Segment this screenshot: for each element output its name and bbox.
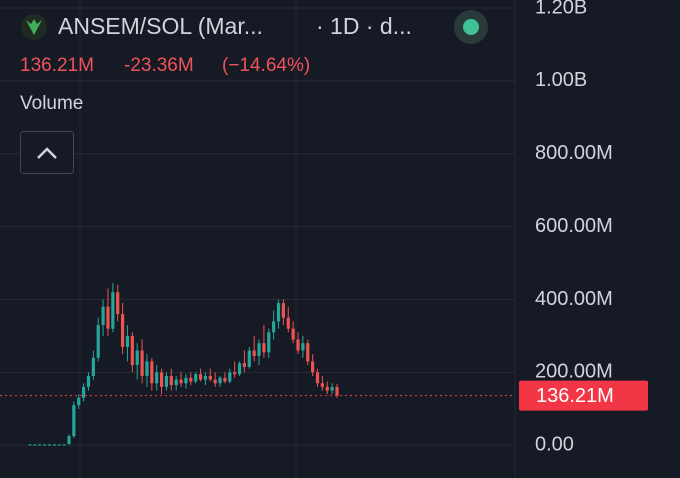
candle-body [233, 372, 237, 375]
candle-body [228, 372, 232, 382]
candle-body [276, 303, 281, 322]
candle-body [335, 387, 339, 396]
candle-body [164, 375, 169, 387]
indicator-name: Volume [20, 93, 83, 114]
symbol-icon-glyph [26, 19, 42, 35]
candle-body [135, 350, 139, 366]
candle-body [320, 383, 324, 387]
candle-body [325, 386, 329, 391]
candle-body [237, 363, 242, 375]
candle-body [194, 374, 198, 382]
candle-body [28, 444, 32, 446]
candle-body [262, 343, 266, 353]
price-label: 136.21M [536, 385, 614, 407]
candle-body [96, 324, 100, 358]
candle-body [174, 379, 178, 386]
candle-body [91, 357, 95, 376]
candle-body [155, 372, 159, 384]
candle-body [252, 350, 256, 356]
y-tick-label: 1.00B [535, 69, 587, 91]
price-label-box [519, 380, 648, 411]
interval: · 1D · d... [316, 13, 412, 39]
candle-body [179, 379, 183, 384]
candle-body [267, 332, 271, 353]
candle-body [120, 314, 125, 347]
legend-header: ANSEM/SOL (Mar... · 1D · d... 136.21M -2… [20, 10, 488, 174]
candle-body [72, 405, 76, 437]
y-tick-label: 800.00M [535, 142, 613, 164]
candle-body [57, 444, 61, 446]
y-tick-label: 0.00 [535, 433, 574, 455]
chevron-icon [37, 147, 57, 159]
candle-body [33, 444, 37, 446]
status-dot [463, 19, 479, 35]
candle-body [218, 377, 222, 384]
candle-body [47, 444, 52, 446]
candle-body [311, 361, 315, 373]
candle-body [291, 328, 295, 340]
candle-body [208, 375, 212, 380]
symbol: ANSEM/SOL (Mar... [58, 13, 263, 39]
candle-body [184, 377, 188, 384]
candle-body [301, 343, 305, 351]
candle-body [169, 375, 173, 386]
candle-body [38, 444, 42, 446]
candle-body [101, 306, 105, 325]
candle-body [125, 335, 130, 347]
candle-body [257, 343, 261, 356]
candle-body [82, 386, 86, 398]
candle-body [242, 363, 247, 367]
candle-body [198, 374, 203, 380]
candle-body [281, 303, 285, 318]
candle-body [159, 372, 164, 387]
candle-body [247, 350, 251, 367]
change-pct: (−14.64%) [222, 55, 310, 76]
candle-body [286, 317, 290, 329]
y-tick-label: 1.20B [535, 0, 587, 18]
candle-body [111, 292, 115, 329]
candle-body [272, 321, 276, 333]
candle-body [130, 335, 134, 366]
candle-body [116, 292, 120, 315]
y-tick-label: 200.00M [535, 361, 613, 383]
change: -23.36M [124, 55, 194, 76]
candle-body [43, 444, 47, 446]
candle-body [106, 306, 110, 329]
candle-body [67, 436, 71, 445]
candle-body [140, 350, 144, 376]
candle-body [213, 379, 217, 384]
candle-body [330, 387, 334, 391]
candle-body [315, 372, 320, 384]
candle-body [77, 397, 81, 406]
plot: 0.00 200.00M 400.00M 600.00M 800.00M 1.00B 1.2… [0, 0, 648, 455]
candle-body [203, 375, 208, 380]
candle-body [296, 339, 300, 351]
candle-body [52, 444, 56, 446]
candle-body [150, 361, 154, 384]
candle-body [306, 343, 310, 362]
y-tick-label: 400.00M [535, 288, 613, 310]
candle-body [86, 375, 91, 387]
y-tick-label: 600.00M [535, 215, 613, 237]
candle-body [223, 377, 227, 382]
collapse-button[interactable] [20, 131, 74, 174]
last-value: 136.21M [20, 55, 94, 76]
candle-body [189, 377, 193, 382]
candle-body [62, 444, 66, 446]
candle-body [145, 361, 149, 376]
